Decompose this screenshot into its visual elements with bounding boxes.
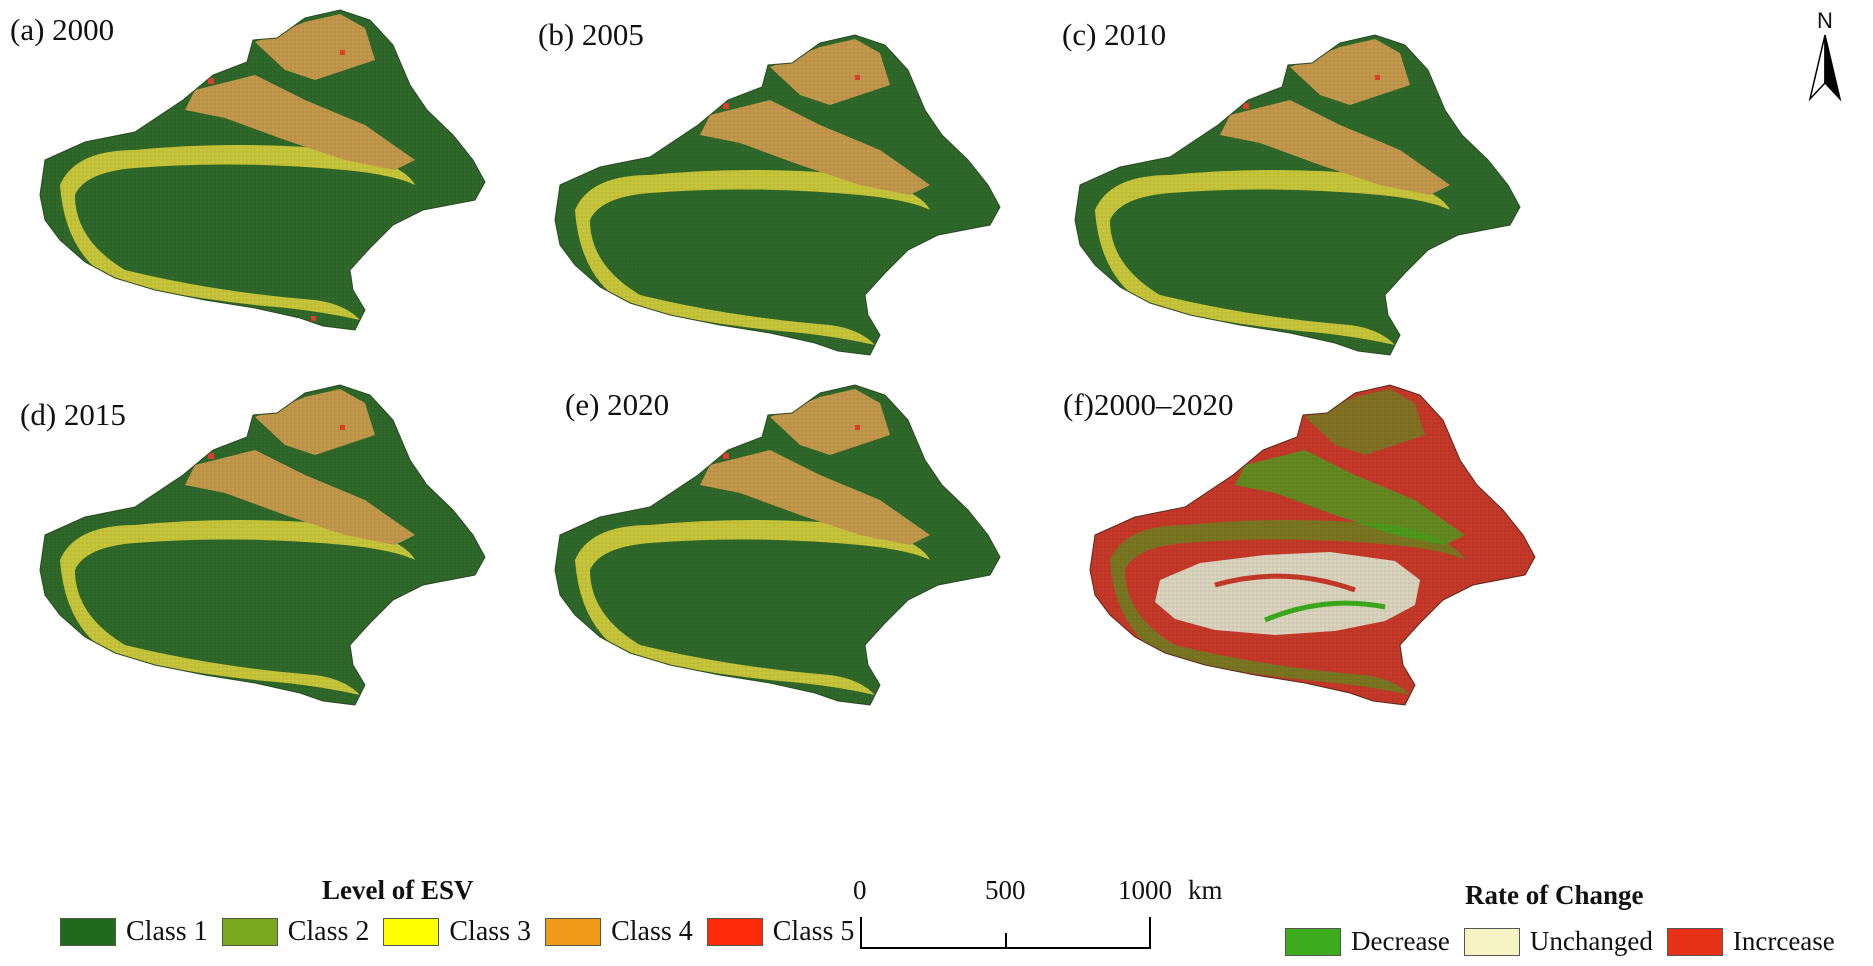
change-map-2000-2020: [1089, 384, 1536, 706]
legend-label: Decrease: [1351, 926, 1450, 956]
esv-map-2010: [1074, 34, 1521, 356]
class5-spot: [1243, 103, 1249, 109]
panel-label: (f)2000–2020: [1063, 387, 1234, 422]
legend-label: Class 4: [611, 916, 693, 947]
scale-tick-0: 0: [853, 875, 867, 905]
scale-tick-1000: 1000: [1118, 875, 1172, 905]
panel-label: (e) 2020: [565, 387, 670, 422]
class5-spot: [723, 453, 729, 459]
north-arrow: N: [1800, 8, 1850, 102]
legend-label: Class 5: [772, 916, 855, 947]
change-legend-title: Rate of Change: [1465, 880, 1644, 910]
legend-item-class3: Class 3: [383, 916, 531, 948]
class5-spot: [723, 103, 729, 109]
esv-map-2005: [554, 34, 1001, 356]
swatch-class2: [221, 918, 278, 946]
legend-item-class5: Class 5: [706, 916, 855, 948]
north-arrow-icon: [1808, 34, 1842, 102]
scale-bar: 0 500 1000 km: [853, 875, 1240, 955]
swatch-decrease: [1285, 927, 1341, 956]
class5-spot: [340, 425, 345, 430]
map-panel-b: (b) 2005: [530, 17, 1010, 375]
panel-label: (d) 2015: [20, 397, 126, 432]
panel-label: (b) 2005: [538, 17, 644, 52]
scale-unit: km: [1188, 875, 1223, 905]
swatch-increase: [1666, 927, 1723, 956]
map-panel-a: (a) 2000: [10, 0, 495, 350]
scale-tick-500: 500: [985, 875, 1026, 905]
map-panel-e: (e) 2020: [530, 375, 1010, 725]
class5-spot: [208, 78, 214, 84]
swatch-unchanged: [1463, 927, 1520, 956]
legend-item-class1: Class 1: [60, 916, 208, 948]
scale-line: [860, 917, 1151, 949]
legend-item-unchanged: Unchanged: [1463, 926, 1653, 957]
panel-label: (a) 2000: [10, 12, 115, 47]
esv-map-2015: [39, 384, 486, 706]
class5-spot: [855, 75, 860, 80]
map-panel-c: (c) 2010: [1050, 17, 1530, 375]
class5-spot: [208, 453, 214, 459]
swatch-class5: [706, 918, 763, 946]
legend-item-class2: Class 2: [221, 916, 370, 948]
class5-spot: [311, 316, 316, 321]
map-panel-d: (d) 2015: [15, 375, 495, 725]
legend-label: Unchanged: [1529, 926, 1653, 956]
legend-item-class4: Class 4: [545, 916, 693, 948]
legend-label: Class 1: [126, 916, 208, 947]
north-label: N: [1817, 8, 1833, 33]
esv-legend-title: Level of ESV: [322, 875, 474, 905]
legend-label: Class 3: [449, 916, 532, 947]
map-panel-f: (f)2000–2020: [1063, 375, 1545, 725]
legend-label: Incrcease: [1732, 926, 1835, 956]
panel-label: (c) 2010: [1062, 17, 1167, 52]
class5-spot: [855, 425, 860, 430]
change-legend: Decrease Unchanged Incrcease: [1285, 926, 1849, 957]
esv-map-2000: [39, 9, 486, 331]
class5-spot: [340, 50, 345, 55]
swatch-class1: [60, 918, 116, 946]
legend-item-increase: Incrcease: [1666, 926, 1835, 957]
esv-map-2020: [554, 384, 1001, 706]
swatch-class3: [383, 918, 440, 946]
legend-item-decrease: Decrease: [1285, 926, 1450, 957]
swatch-class4: [545, 918, 602, 946]
class5-spot: [1375, 75, 1380, 80]
esv-legend: Class 1 Class 2 Class 3 Class 4 Class 5: [60, 916, 868, 948]
legend-label: Class 2: [287, 916, 370, 947]
